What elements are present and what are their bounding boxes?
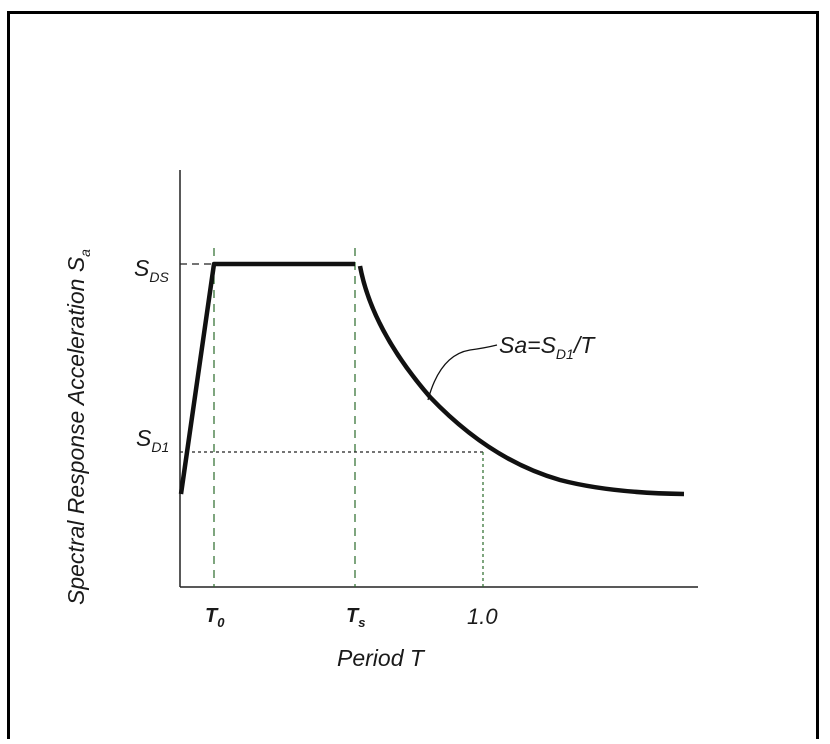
y-tick-sds: SDS bbox=[134, 255, 169, 285]
diagram-frame bbox=[7, 11, 819, 739]
x-tick-t0: T0 bbox=[205, 605, 225, 630]
y-tick-sd1: SD1 bbox=[136, 425, 169, 455]
x-tick-ts: Ts bbox=[346, 605, 365, 630]
annotation-leader-line bbox=[427, 344, 498, 401]
x-axis-title: Period T bbox=[337, 645, 426, 671]
x-tick-1-0: 1.0 bbox=[467, 604, 498, 629]
spectrum-curve bbox=[178, 261, 685, 497]
curve-annotation: Sa=SD1/T bbox=[499, 332, 596, 362]
y-axis-title: Spectral Response Acceleration Sa bbox=[63, 249, 93, 605]
